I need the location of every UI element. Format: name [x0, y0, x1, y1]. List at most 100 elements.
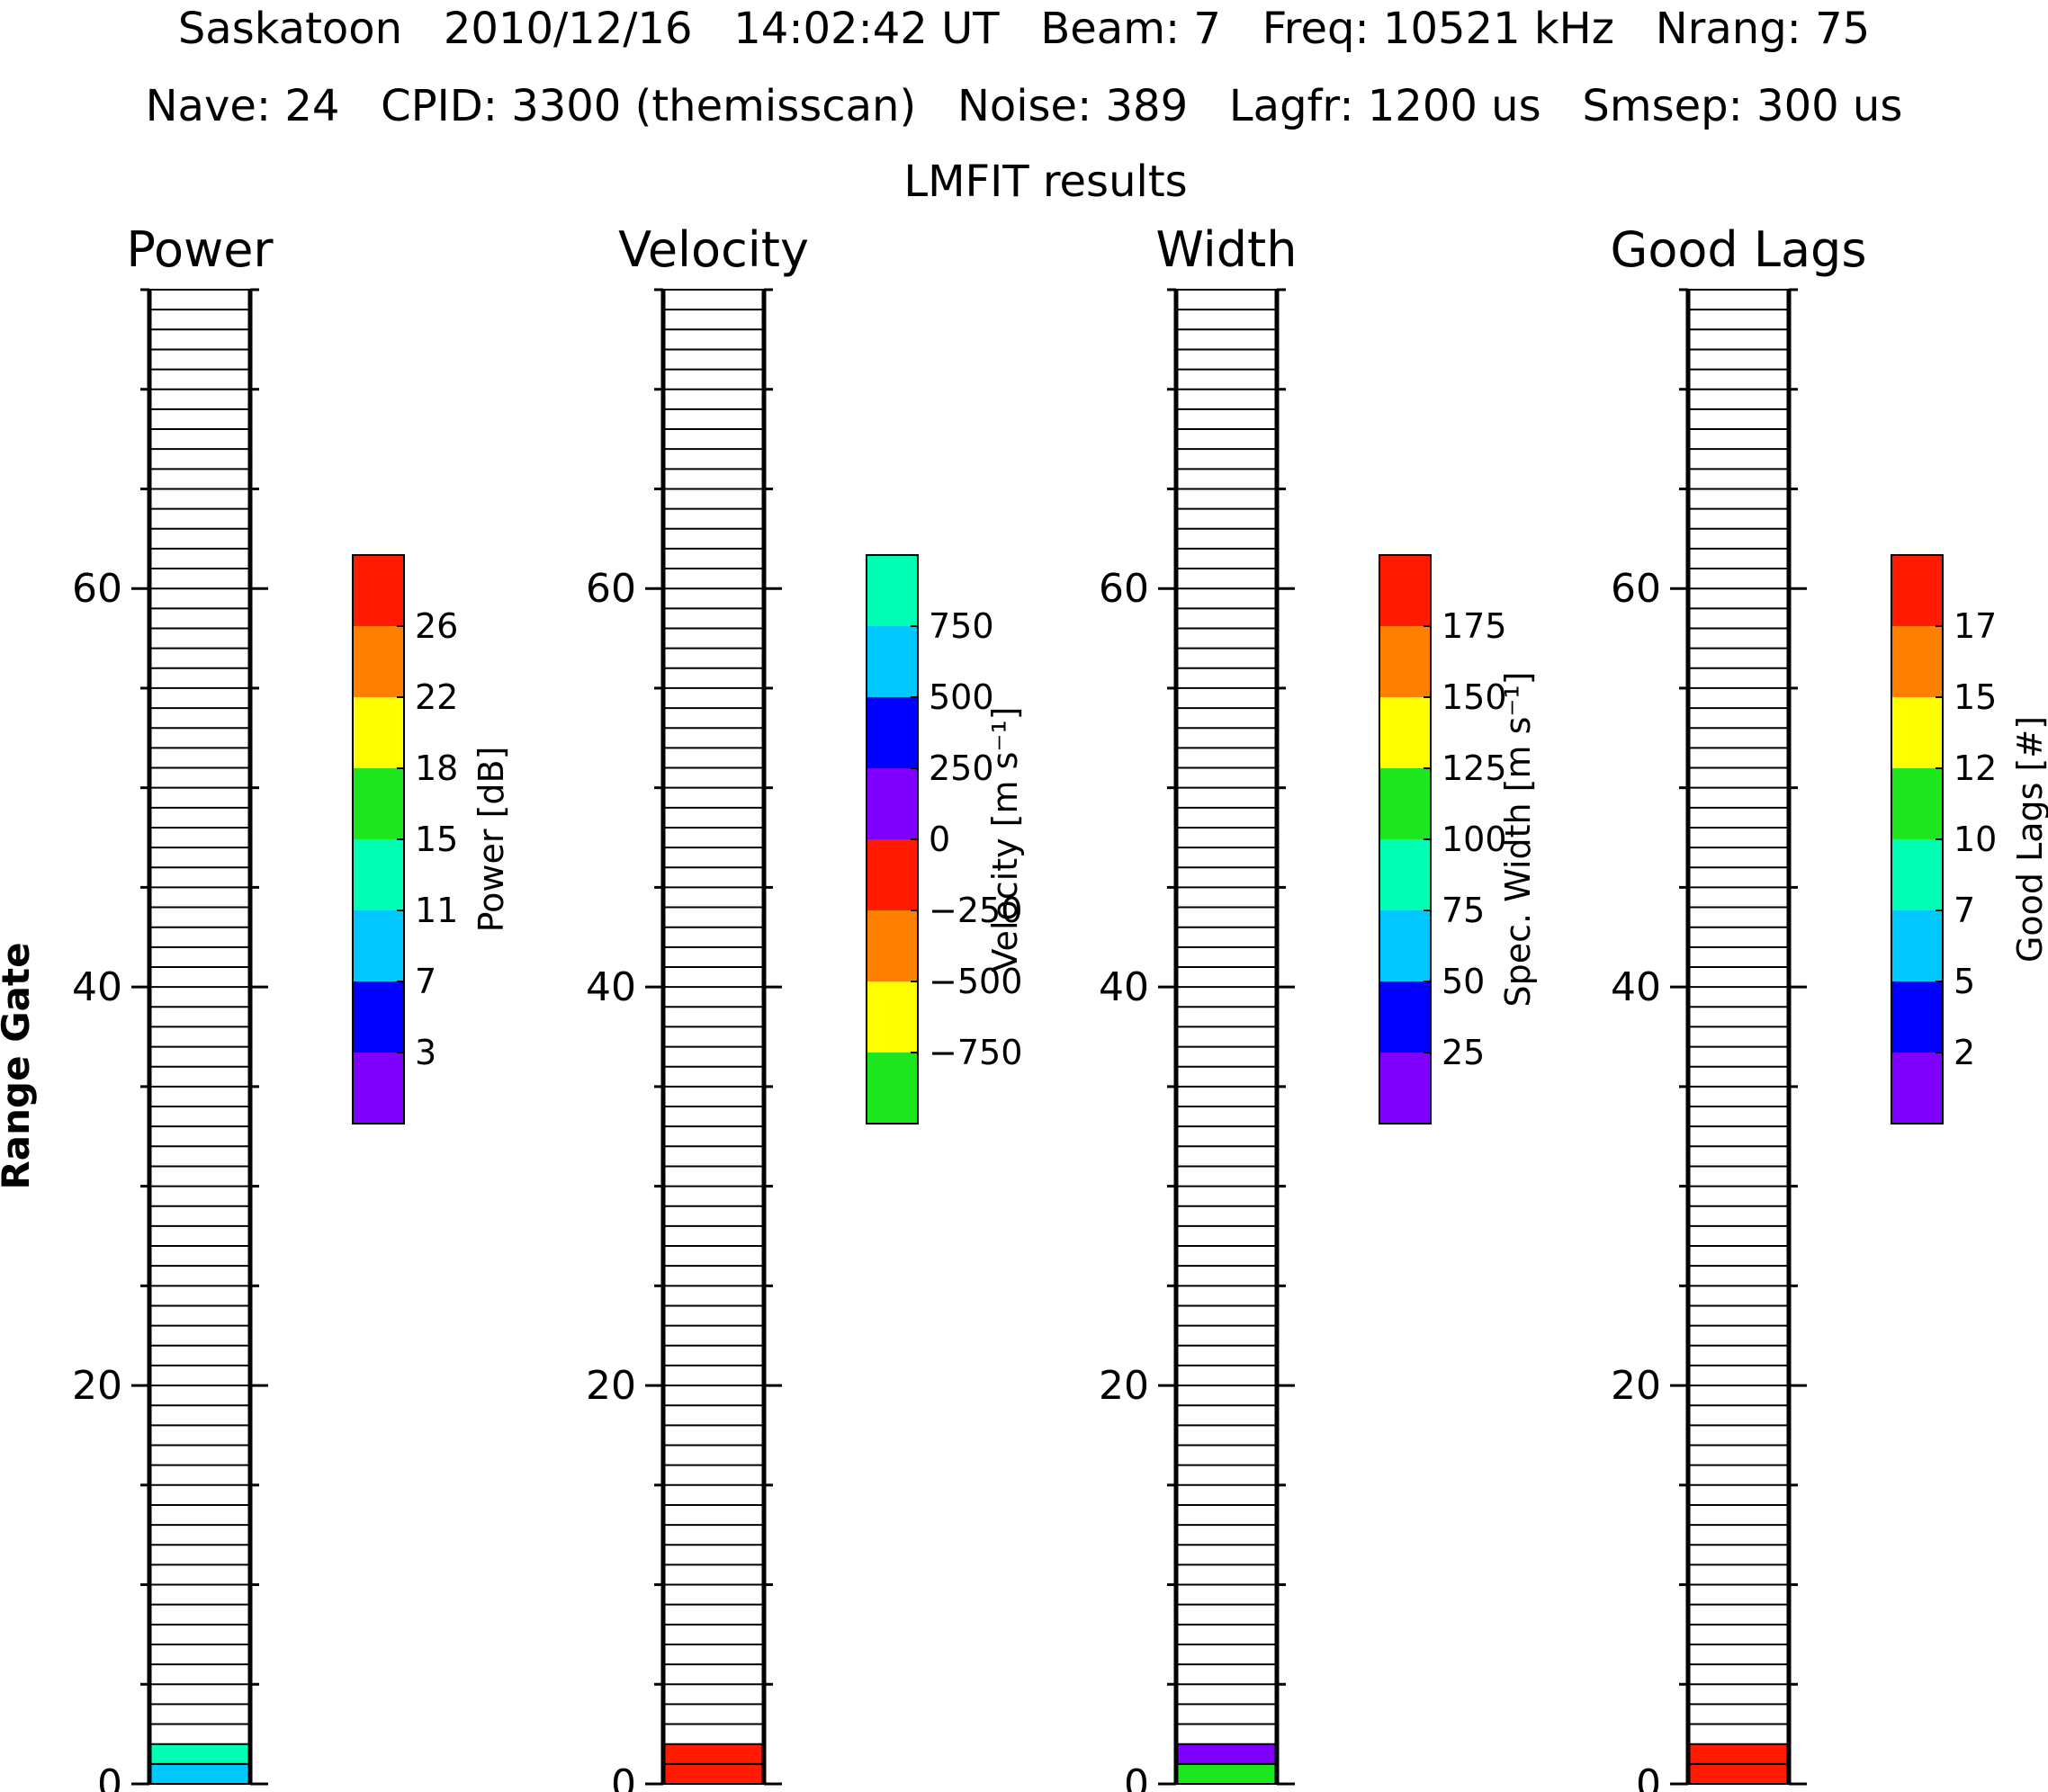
colorbar-tick-label: 3 [415, 1033, 436, 1072]
y-tick-label: 0 [1636, 1761, 1661, 1792]
colorbar-segment [353, 839, 404, 910]
colorbar-tick-label: 25 [1442, 1033, 1485, 1072]
colorbar-label: Power [dB] [472, 747, 511, 933]
colorbar-tick-label: 0 [929, 820, 950, 859]
colorbar-label: Velocity [m s⁻¹] [985, 707, 1025, 972]
gate-cell [1176, 1763, 1277, 1784]
header-line-1: Saskatoon 2010/12/16 14:02:42 UT Beam: 7… [178, 4, 1870, 54]
colorbar-segment [867, 981, 918, 1053]
colorbar-segment [1891, 910, 1943, 981]
gate-cell [1176, 1743, 1277, 1764]
panel-width: Width 0 20 40 60 175 150 125 100 75 50 25 Spec. Widt… [1099, 221, 1538, 1792]
colorbar-tick-label: −500 [929, 962, 1022, 1001]
y-tick-label: 60 [72, 566, 122, 612]
y-tick-label: 20 [586, 1363, 636, 1409]
header-line-3: LMFIT results [903, 157, 1187, 207]
colorbar-segment [867, 626, 918, 697]
colorbar-segment [353, 626, 404, 697]
colorbar-segment [353, 1053, 404, 1124]
colorbar-tick-label: 125 [1442, 748, 1507, 788]
colorbar-segment [353, 555, 404, 626]
colorbar-segment [353, 768, 404, 839]
colorbar-tick-label: 75 [1442, 891, 1485, 930]
gate-cell [149, 1743, 250, 1764]
colorbar-tick-label: 7 [1954, 891, 1975, 930]
colorbar-segment [867, 910, 918, 981]
colorbar-tick-label: 17 [1954, 606, 1997, 646]
y-tick-label: 0 [1124, 1761, 1149, 1792]
y-tick-label: 40 [72, 964, 122, 1010]
gate-cell [1688, 1743, 1789, 1764]
colorbar-segment [1891, 981, 1943, 1053]
colorbar-segment [1379, 910, 1431, 981]
colorbar-segment [1891, 697, 1943, 768]
colorbar-tick-label: 22 [415, 677, 458, 717]
panel-power: Power 0 20 40 60 26 22 18 15 11 7 3 Power [dB] [72, 221, 511, 1792]
colorbar-tick-label: 750 [929, 606, 994, 646]
panel-velocity: Velocity 0 20 40 60 750 500 250 0 −250 −500 −750 Vel… [586, 221, 1025, 1792]
colorbar-segment [353, 910, 404, 981]
y-tick-label: 0 [97, 1761, 122, 1792]
colorbar-segment [353, 981, 404, 1053]
colorbar-segment [1379, 697, 1431, 768]
colorbar-tick-label: 2 [1954, 1033, 1975, 1072]
colorbar-segment [1891, 626, 1943, 697]
colorbar-segment [867, 1053, 918, 1124]
colorbar-segment [1891, 555, 1943, 626]
colorbar-tick-label: 50 [1442, 962, 1485, 1001]
colorbar-tick-label: 100 [1442, 820, 1507, 859]
gate-cell [663, 1743, 764, 1764]
colorbar-tick-label: −750 [929, 1033, 1022, 1072]
colorbar-tick-label: 12 [1954, 748, 1997, 788]
colorbar-tick-label: 500 [929, 677, 994, 717]
colorbar-label: Good Lags [#] [2010, 716, 2048, 963]
gate-cell [1688, 1763, 1789, 1784]
colorbar-segment [1379, 981, 1431, 1053]
colorbar-segment [867, 697, 918, 768]
y-tick-label: 40 [586, 964, 636, 1010]
colorbar-segment [867, 555, 918, 626]
colorbar-segment [353, 697, 404, 768]
y-axis-label: Range Gate [0, 942, 38, 1189]
colorbar-segment [1379, 1053, 1431, 1124]
panel-title: Power [126, 221, 274, 278]
y-tick-label: 40 [1099, 964, 1149, 1010]
header-line-2: Nave: 24 CPID: 3300 (themisscan) Noise: … [146, 81, 1903, 131]
colorbar-segment [1379, 555, 1431, 626]
y-tick-label: 60 [1611, 566, 1661, 612]
y-tick-label: 60 [586, 566, 636, 612]
colorbar-segment [867, 839, 918, 910]
colorbar-tick-label: 26 [415, 606, 458, 646]
gate-cell [663, 1763, 764, 1784]
colorbar-tick-label: 11 [415, 891, 458, 930]
colorbar-label: Spec. Width [m s⁻¹] [1498, 672, 1538, 1008]
colorbar-segment [1891, 839, 1943, 910]
colorbar-segment [1379, 839, 1431, 910]
colorbar-segment [1379, 626, 1431, 697]
panel-title: Velocity [618, 221, 809, 278]
panel-title: Good Lags [1611, 221, 1867, 278]
colorbar-segment [1891, 1053, 1943, 1124]
y-tick-label: 20 [1099, 1363, 1149, 1409]
colorbar-tick-label: 250 [929, 748, 994, 788]
panel-title: Width [1156, 221, 1298, 278]
colorbar-tick-label: 7 [415, 962, 436, 1001]
y-tick-label: 0 [611, 1761, 636, 1792]
colorbar-segment [1379, 768, 1431, 839]
colorbar-segment [1891, 768, 1943, 839]
y-tick-label: 40 [1611, 964, 1661, 1010]
y-tick-label: 20 [1611, 1363, 1661, 1409]
colorbar-tick-label: 150 [1442, 677, 1507, 717]
y-tick-label: 20 [72, 1363, 122, 1409]
colorbar-tick-label: 10 [1954, 820, 1997, 859]
colorbar-tick-label: 18 [415, 748, 458, 788]
colorbar-tick-label: −250 [929, 891, 1022, 930]
colorbar-tick-label: 15 [415, 820, 458, 859]
colorbar-segment [867, 768, 918, 839]
colorbar-tick-label: 175 [1442, 606, 1507, 646]
y-tick-label: 60 [1099, 566, 1149, 612]
panel-good-lags: Good Lags 0 20 40 60 17 15 12 10 7 5 2 Good Lags [#] [1611, 221, 2048, 1792]
colorbar-tick-label: 15 [1954, 677, 1997, 717]
